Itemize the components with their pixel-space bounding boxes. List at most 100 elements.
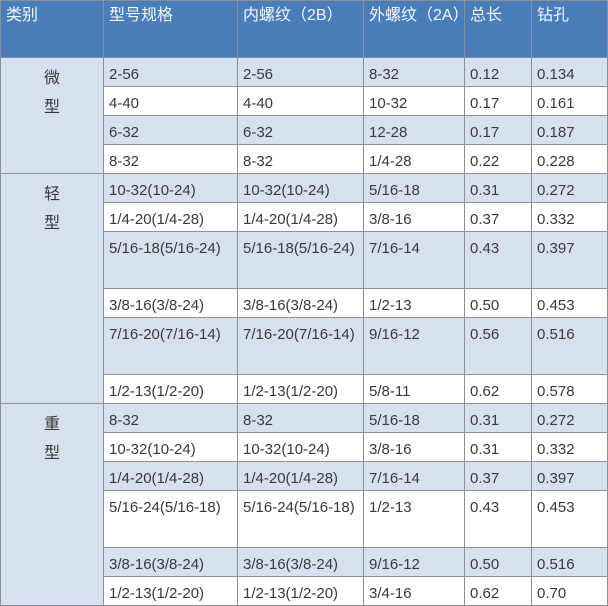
drill-cell: 0.228 (531, 144, 608, 174)
table-row: 5/16-24(5/16-18) 5/16-24(5/16-18) 1/2-13 0.… (1, 490, 608, 548)
length-cell: 0.37 (464, 202, 532, 232)
drill-cell: 0.453 (531, 288, 608, 318)
table-row: 重型 8-32 8-32 5/16-18 0.31 0.272 (0, 403, 608, 606)
drill-cell: 0.272 (531, 403, 608, 433)
drill-cell: 0.272 (531, 173, 608, 203)
length-cell: 0.31 (464, 403, 532, 433)
length-cell: 0.31 (464, 173, 532, 203)
model-cell: 10-32(10-24) (103, 173, 238, 203)
model-cell: 1/4-20(1/4-28) (103, 461, 238, 491)
internal-thread-cell: 1/2-13(1/2-20) (237, 576, 364, 606)
length-cell: 0.22 (464, 144, 532, 174)
table-row: 1/4-20(1/4-28) 1/4-20(1/4-28) 7/16-14 0.37 0… (1, 461, 608, 491)
length-cell: 0.50 (464, 288, 532, 318)
external-thread-cell: 3/8-16 (363, 432, 465, 462)
model-cell: 8-32 (103, 403, 238, 433)
table-row: 轻型 10-32(10-24) 10-32(10-24) 5/16-18 0.31 0.2… (0, 173, 608, 404)
table-row: 1/4-20(1/4-28) 1/4-20(1/4-28) 3/8-16 0.37 0.… (1, 202, 608, 232)
length-cell: 0.31 (464, 432, 532, 462)
drill-cell: 0.516 (531, 547, 608, 577)
length-cell: 0.37 (464, 461, 532, 491)
length-cell: 0.56 (464, 317, 532, 375)
length-cell: 0.62 (464, 576, 532, 606)
category-char: 型 (43, 445, 60, 462)
external-thread-cell: 9/16-12 (363, 317, 465, 375)
drill-cell: 0.161 (531, 86, 608, 116)
external-thread-cell: 7/16-14 (363, 461, 465, 491)
internal-thread-cell: 6-32 (237, 115, 364, 145)
category-char: 型 (43, 99, 60, 116)
category-char: 轻 (43, 186, 60, 203)
length-cell: 0.50 (464, 547, 532, 577)
table-row: 1/2-13(1/2-20) 1/2-13(1/2-20) 3/4-16 0.62 0.… (1, 576, 608, 606)
model-cell: 6-32 (103, 115, 238, 145)
category-cell: 轻型 (0, 173, 104, 404)
table-row: 5/16-18(5/16-24) 5/16-18(5/16-24) 7/16-14 0… (1, 231, 608, 289)
table-row: 7/16-20(7/16-14) 7/16-20(7/16-14) 9/16-12 0… (1, 317, 608, 375)
table-row: 6-32 6-32 12-28 0.17 0.187 (1, 115, 608, 145)
internal-thread-cell: 4-40 (237, 86, 364, 116)
length-cell: 0.43 (464, 231, 532, 289)
external-thread-cell: 1/2-13 (363, 288, 465, 318)
category-cell: 重型 (0, 403, 104, 606)
header-external-thread: 外螺纹（2A） (363, 0, 465, 58)
header-model: 型号规格 (103, 0, 238, 58)
model-cell: 1/2-13(1/2-20) (103, 576, 238, 606)
internal-thread-cell: 1/4-20(1/4-28) (237, 202, 364, 232)
model-cell: 10-32(10-24) (103, 432, 238, 462)
drill-cell: 0.332 (531, 432, 608, 462)
internal-thread-cell: 5/16-24(5/16-18) (237, 490, 364, 548)
external-thread-cell: 5/16-18 (363, 403, 465, 433)
length-cell: 0.17 (464, 86, 532, 116)
external-thread-cell: 9/16-12 (363, 547, 465, 577)
model-cell: 4-40 (103, 86, 238, 116)
model-cell: 2-56 (103, 57, 238, 87)
internal-thread-cell: 5/16-18(5/16-24) (237, 231, 364, 289)
external-thread-cell: 10-32 (363, 86, 465, 116)
length-cell: 0.17 (464, 115, 532, 145)
internal-thread-cell: 7/16-20(7/16-14) (237, 317, 364, 375)
model-cell: 5/16-24(5/16-18) (103, 490, 238, 548)
model-cell: 1/4-20(1/4-28) (103, 202, 238, 232)
category-char: 微 (43, 70, 60, 87)
external-thread-cell: 7/16-14 (363, 231, 465, 289)
header-category: 类别 (0, 0, 104, 58)
table-row: 3/8-16(3/8-24) 3/8-16(3/8-24) 9/16-12 0.50 0… (1, 547, 608, 577)
external-thread-cell: 3/4-16 (363, 576, 465, 606)
drill-cell: 0.332 (531, 202, 608, 232)
drill-cell: 0.453 (531, 490, 608, 548)
header-internal-thread: 内螺纹（2B） (237, 0, 364, 58)
internal-thread-cell: 3/8-16(3/8-24) (237, 288, 364, 318)
drill-cell: 0.397 (531, 461, 608, 491)
external-thread-cell: 12-28 (363, 115, 465, 145)
header-length: 总长 (464, 0, 532, 58)
internal-thread-cell: 1/2-13(1/2-20) (237, 374, 364, 404)
external-thread-cell: 3/8-16 (363, 202, 465, 232)
external-thread-cell: 8-32 (363, 57, 465, 87)
internal-thread-cell: 2-56 (237, 57, 364, 87)
category-cell: 微型 (0, 57, 104, 174)
header-row: 类别 型号规格 内螺纹（2B） 外螺纹（2A） 总长 钻孔 (0, 0, 608, 58)
internal-thread-cell: 3/8-16(3/8-24) (237, 547, 364, 577)
drill-cell: 0.397 (531, 231, 608, 289)
internal-thread-cell: 8-32 (237, 144, 364, 174)
drill-cell: 0.578 (531, 374, 608, 404)
table-row: 1/2-13(1/2-20) 1/2-13(1/2-20) 5/8-11 0.62 0.… (1, 374, 608, 404)
header-drill: 钻孔 (531, 0, 608, 58)
table-row: 微型 2-56 2-56 8-32 0.12 0.134 (0, 57, 608, 174)
external-thread-cell: 1/4-28 (363, 144, 465, 174)
length-cell: 0.43 (464, 490, 532, 548)
length-cell: 0.62 (464, 374, 532, 404)
drill-cell: 0.516 (531, 317, 608, 375)
model-cell: 3/8-16(3/8-24) (103, 547, 238, 577)
external-thread-cell: 1/2-13 (363, 490, 465, 548)
external-thread-cell: 5/8-11 (363, 374, 465, 404)
model-cell: 3/8-16(3/8-24) (103, 288, 238, 318)
internal-thread-cell: 8-32 (237, 403, 364, 433)
internal-thread-cell: 10-32(10-24) (237, 432, 364, 462)
internal-thread-cell: 10-32(10-24) (237, 173, 364, 203)
internal-thread-cell: 1/4-20(1/4-28) (237, 461, 364, 491)
table-row: 8-32 8-32 1/4-28 0.22 0.228 (1, 144, 608, 174)
drill-cell: 0.187 (531, 115, 608, 145)
